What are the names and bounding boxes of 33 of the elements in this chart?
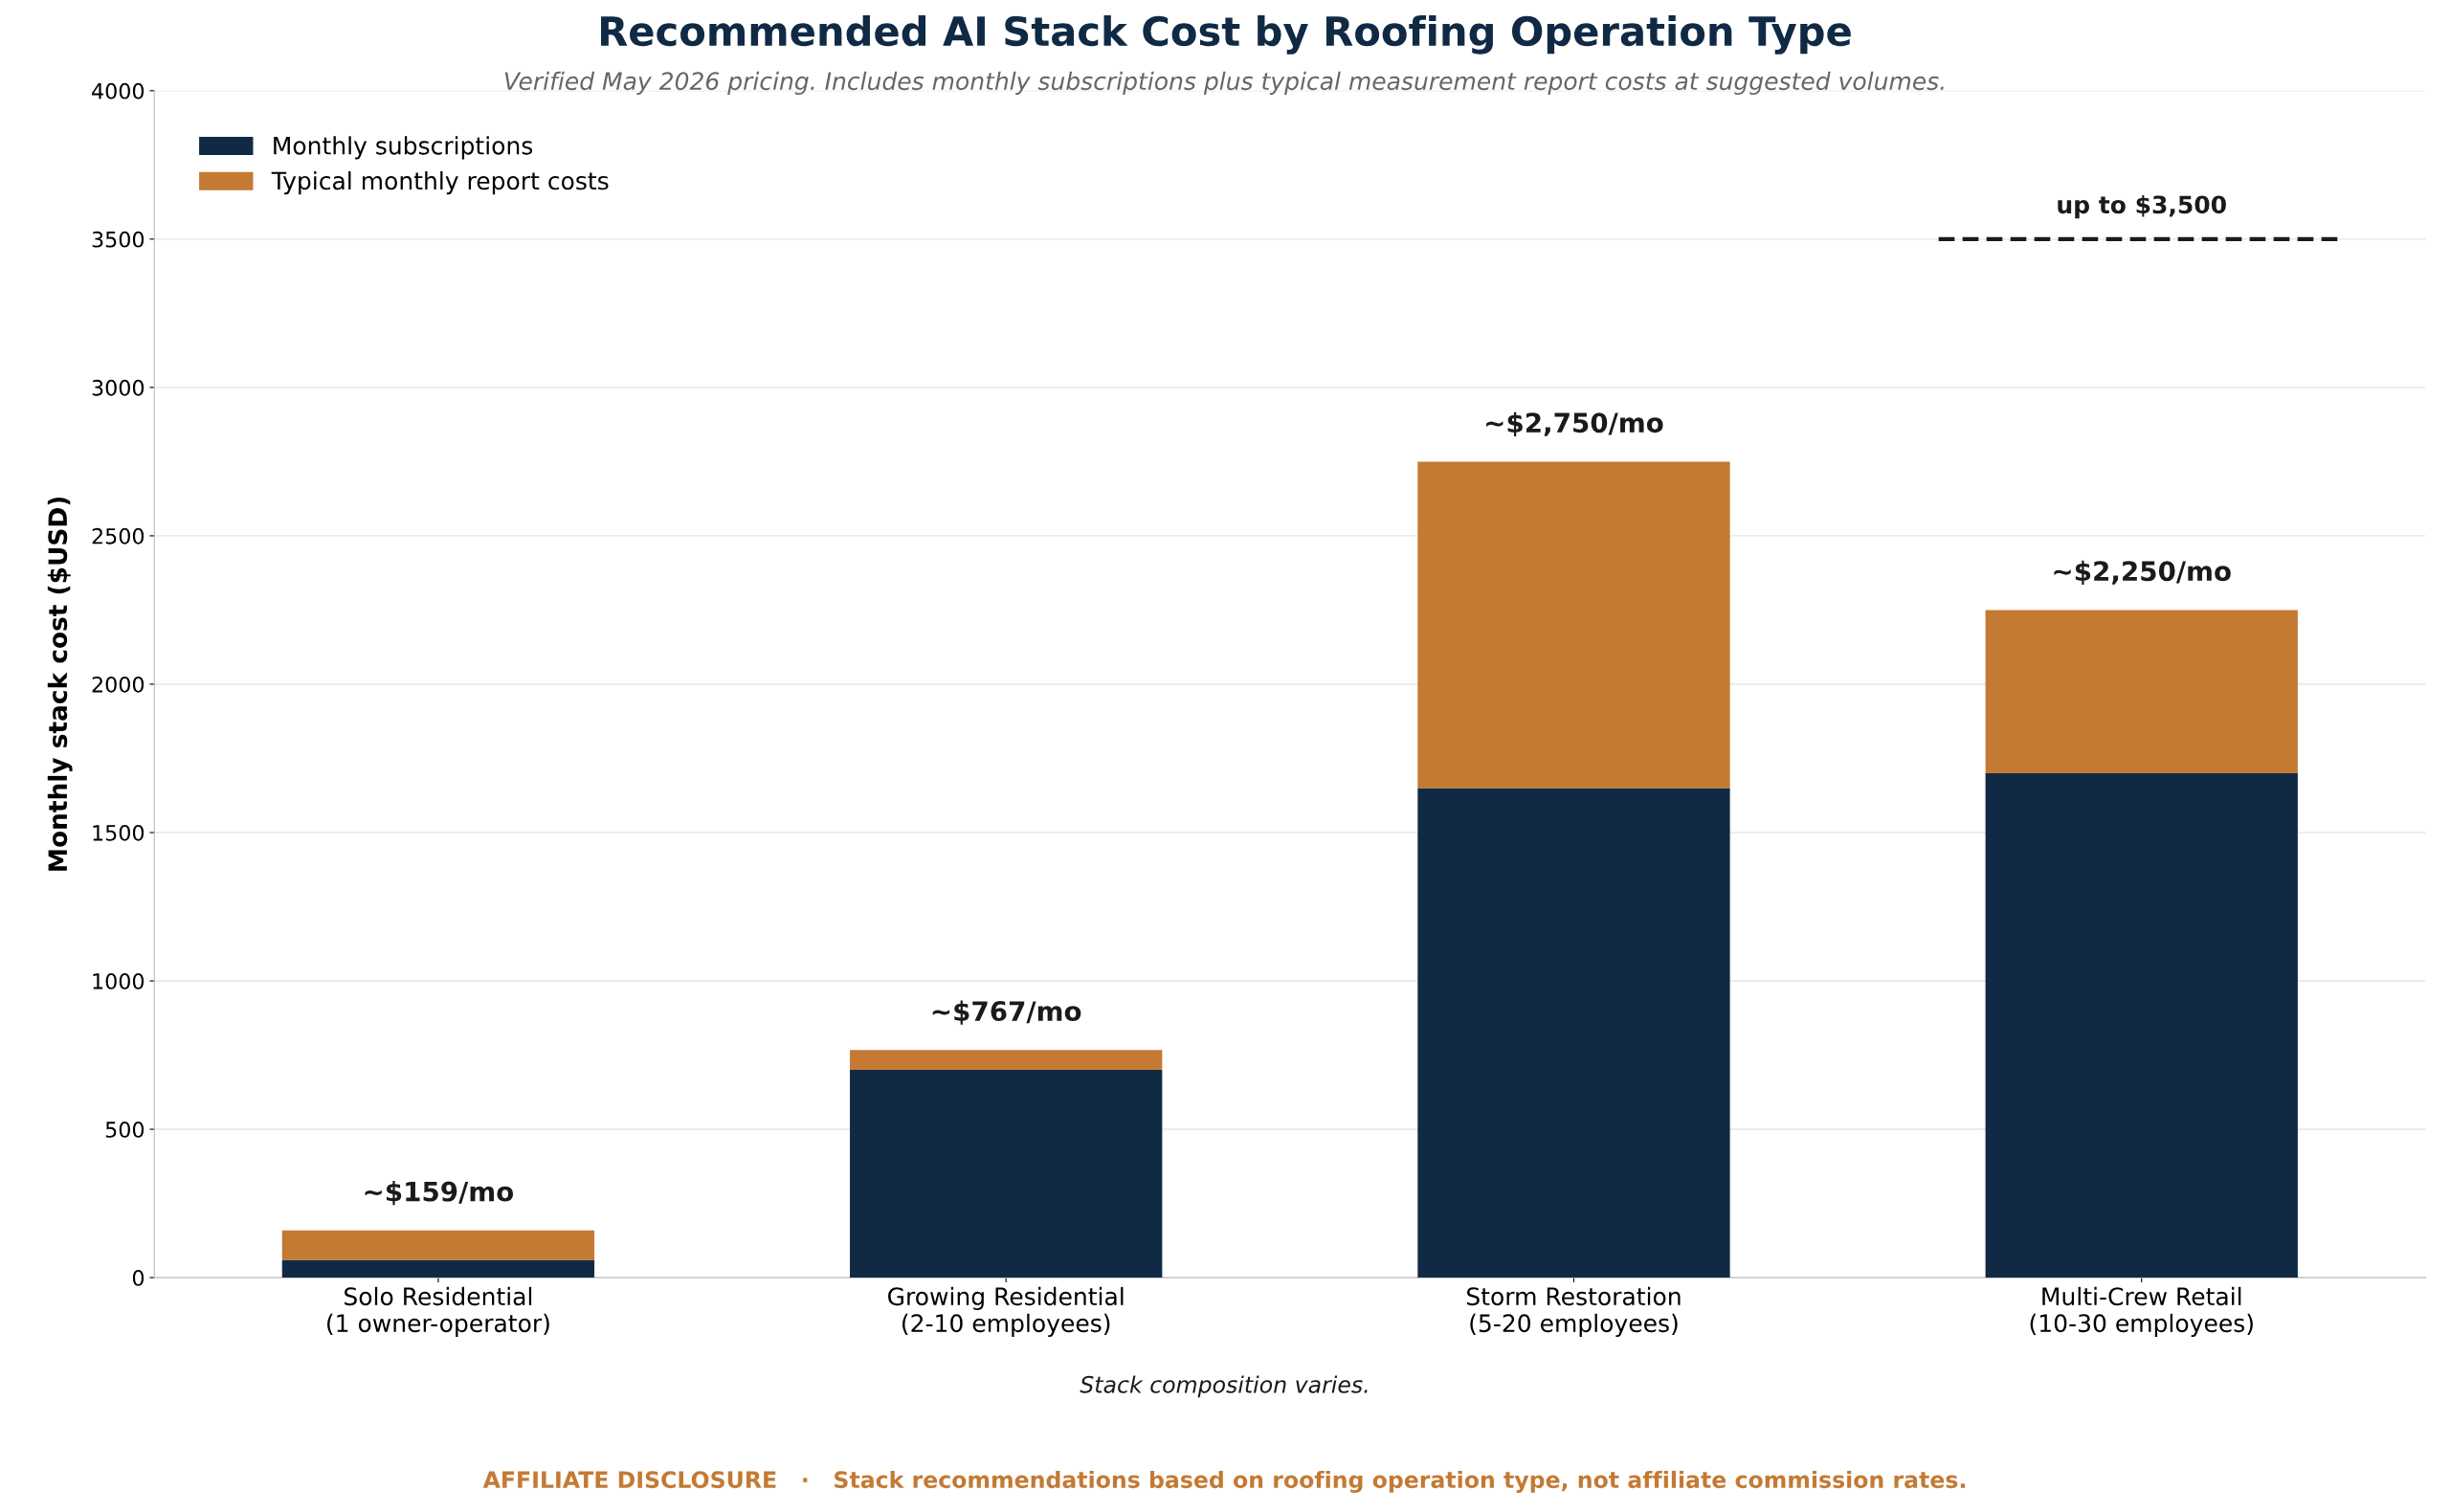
- x-tick-label: Solo Residential (1 owner-operator): [327, 1286, 549, 1338]
- chart-subtitle: Verified May 2026 pricing. Includes monthly subscriptions plus typical measurement report costs at suggested volumes.: [504, 71, 1944, 95]
- text: AFFILIATE DISCLOSURE · Stack recommendations based on roofing operation type, not affiliate commission rates.: [482, 1470, 1965, 1493]
- x-tick-label: Storm Restoration (5-20 employees): [1466, 1286, 1681, 1338]
- y-tick-label: 2000: [92, 676, 145, 693]
- total-label: ~$159/mo: [365, 1181, 514, 1206]
- y-tick-label: 3500: [92, 231, 145, 248]
- x-tick-label: Growing Residential (2-10 employees): [888, 1286, 1124, 1338]
- y-tick-label: 1000: [93, 972, 145, 989]
- y-tick-label: 3000: [92, 379, 145, 396]
- bar: [850, 1070, 1163, 1279]
- y-tick-label: 1500: [93, 824, 145, 841]
- legend-label: Typical monthly report costs: [271, 171, 609, 195]
- total-label: ~$2,250/mo: [2054, 560, 2231, 585]
- text: Stack composition varies.: [1080, 1375, 1368, 1398]
- y-tick-label: 2500: [92, 527, 145, 545]
- bar: [850, 1050, 1163, 1071]
- y-tick-label: 500: [105, 1122, 145, 1138]
- bar: [1417, 788, 1730, 1279]
- ref-line-label: up to $3,500: [2058, 194, 2226, 219]
- bar: [1985, 610, 2298, 773]
- total-label: ~$2,750/mo: [1486, 411, 1663, 436]
- total-label: ~$767/mo: [932, 1000, 1081, 1025]
- y-axis-title: Monthly stack cost ($USD): [47, 497, 73, 871]
- bar: [281, 1230, 595, 1260]
- chart-title: Recommended AI Stack Cost by Roofing Operation Type: [601, 15, 1851, 55]
- bar: [281, 1259, 595, 1279]
- bar: [1985, 772, 2298, 1279]
- y-tick-label: 4000: [92, 82, 145, 100]
- x-tick-label: Multi-Crew Retail (10-30 employees): [2030, 1286, 2253, 1338]
- bar: [1417, 461, 1730, 789]
- y-tick-label: 0: [132, 1270, 145, 1286]
- legend-label: Monthly subscriptions: [274, 136, 533, 160]
